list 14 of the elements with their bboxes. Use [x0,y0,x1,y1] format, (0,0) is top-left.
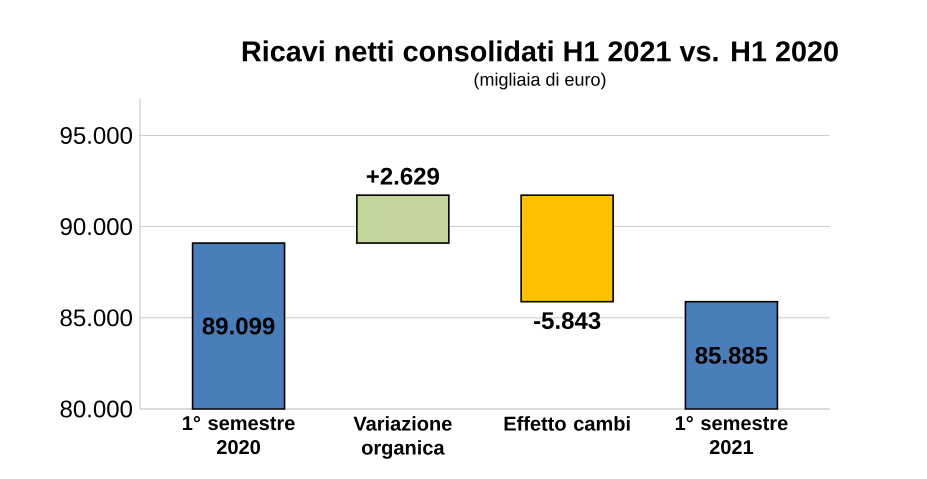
data-label: -5.843 [534,312,600,330]
x-tick-label: 1° semestre 2021 [676,416,788,454]
chart-subtitle: (migliaia di euro) [474,72,606,90]
y-tick-label: 90.000 [60,218,132,236]
y-tick-label: 95.000 [60,126,132,144]
x-tick-label: 1° semestre 2020 [183,416,295,454]
data-label: 85.885 [695,346,768,364]
data-label: 89.099 [202,318,274,335]
y-tick-label: 80.000 [60,400,132,418]
chart-title: Ricavi netti consolidati H1 2021 vs. H1 2020 [242,40,838,62]
y-tick-label: 85.000 [60,309,132,326]
x-tick-label: Effetto cambi [504,416,630,431]
data-label: +2.629 [366,168,439,185]
x-tick-label: Variazione organica [354,416,452,459]
